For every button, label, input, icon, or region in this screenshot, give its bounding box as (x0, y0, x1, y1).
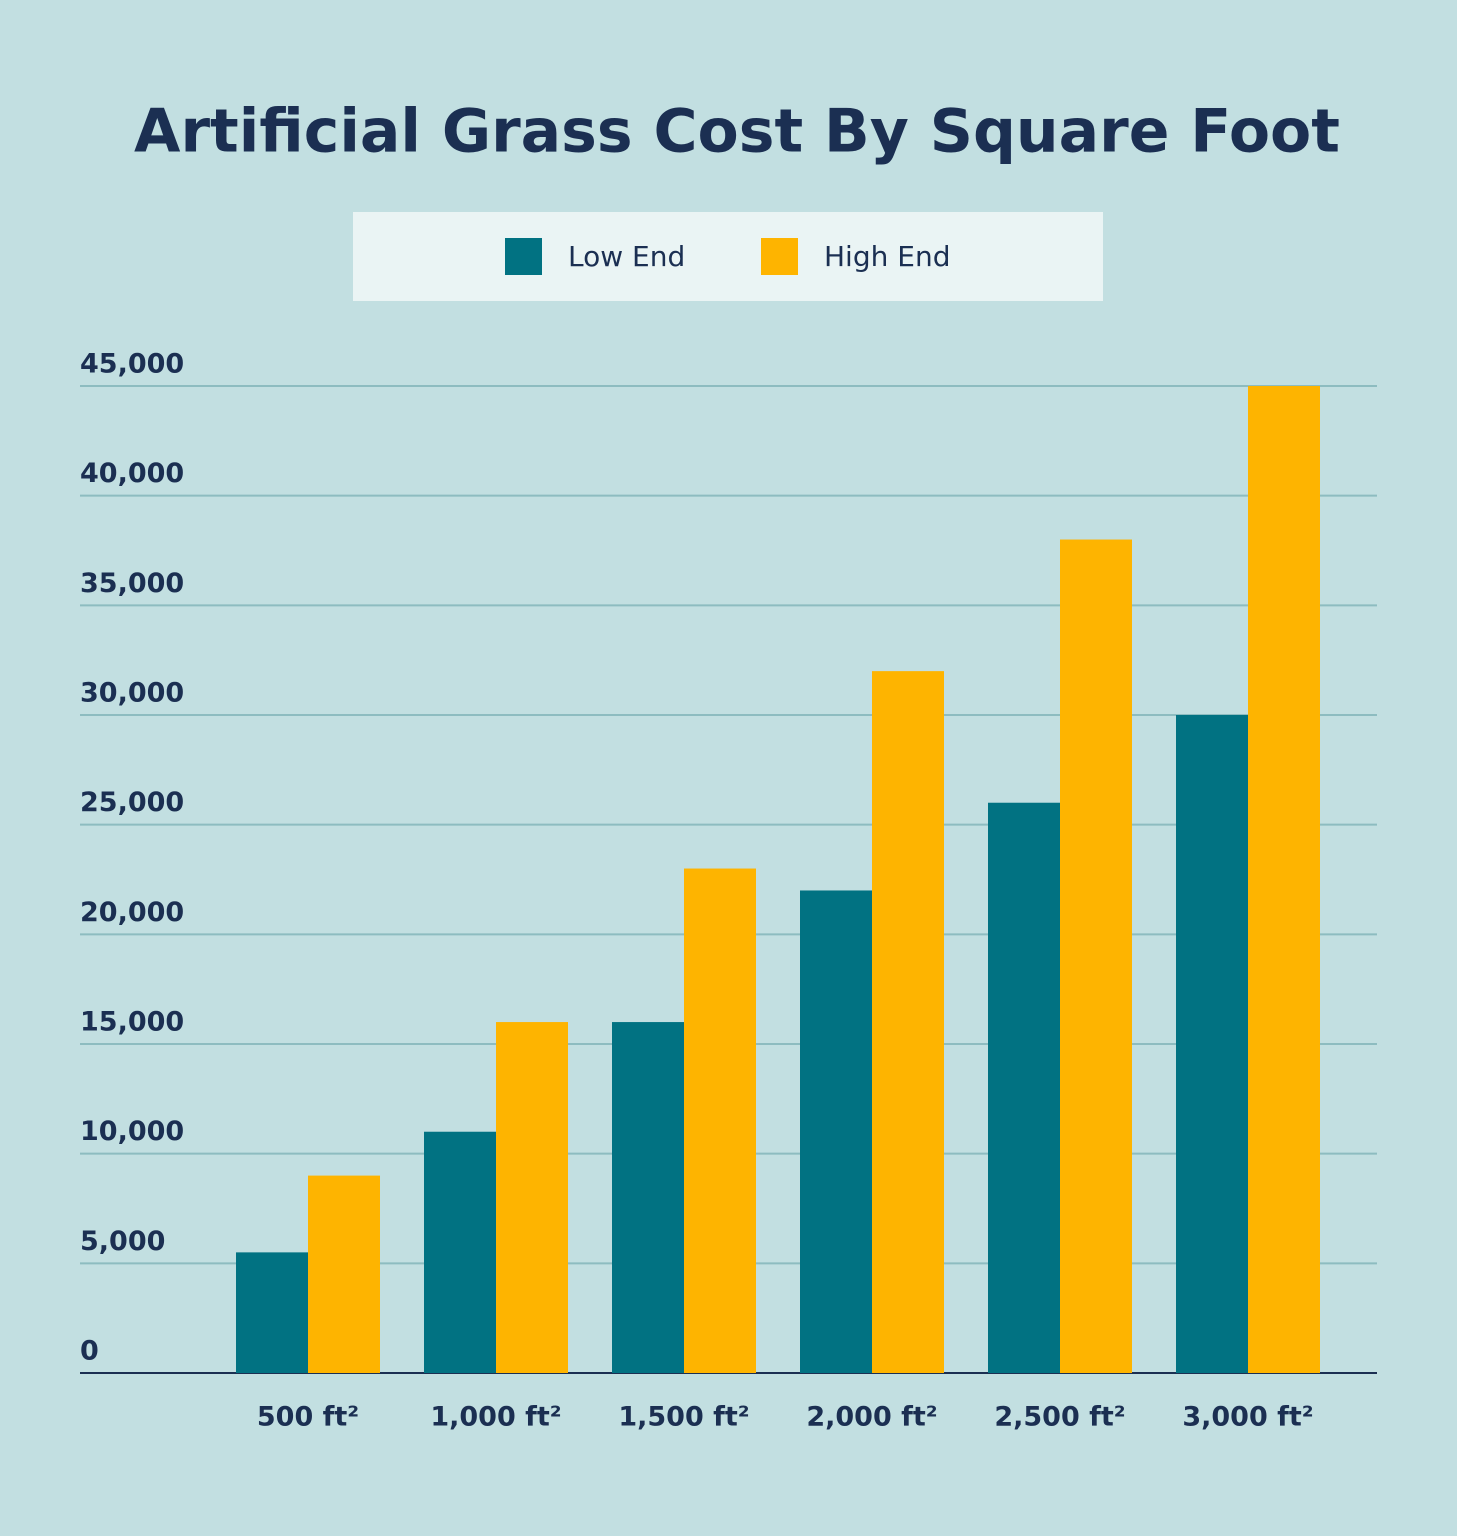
x-tick-label: 1,000 ft² (430, 1402, 561, 1433)
bar (872, 671, 944, 1373)
bar (236, 1252, 308, 1373)
y-tick-label: 0 (80, 1336, 99, 1367)
y-tick-label: 15,000 (80, 1007, 184, 1038)
bar (1176, 715, 1248, 1373)
chart-title: Artificial Grass Cost By Square Foot (134, 97, 1340, 167)
x-tick-label: 2,000 ft² (806, 1402, 937, 1433)
y-tick-label: 40,000 (80, 458, 184, 489)
x-tick-label: 3,000 ft² (1182, 1402, 1313, 1433)
bar (1060, 539, 1132, 1373)
y-tick-label: 10,000 (80, 1116, 184, 1147)
legend-swatch (505, 238, 542, 275)
legend-swatch (761, 238, 798, 275)
bar (308, 1175, 380, 1373)
x-tick-label: 500 ft² (257, 1402, 359, 1433)
legend-label: High End (824, 240, 950, 273)
x-tick-label: 2,500 ft² (994, 1402, 1125, 1433)
bar (988, 802, 1060, 1373)
y-tick-label: 35,000 (80, 568, 184, 599)
y-tick-label: 20,000 (80, 897, 184, 928)
bar (424, 1131, 496, 1373)
y-tick-label: 25,000 (80, 787, 184, 818)
bar (1248, 386, 1320, 1373)
legend-label: Low End (568, 240, 685, 273)
y-tick-label: 30,000 (80, 678, 184, 709)
bar (800, 890, 872, 1373)
y-tick-label: 45,000 (80, 349, 184, 380)
bar (612, 1022, 684, 1373)
legend-box (353, 212, 1103, 301)
bar (496, 1022, 568, 1373)
bar (684, 868, 756, 1373)
x-tick-label: 1,500 ft² (618, 1402, 749, 1433)
y-tick-label: 5,000 (80, 1226, 165, 1257)
